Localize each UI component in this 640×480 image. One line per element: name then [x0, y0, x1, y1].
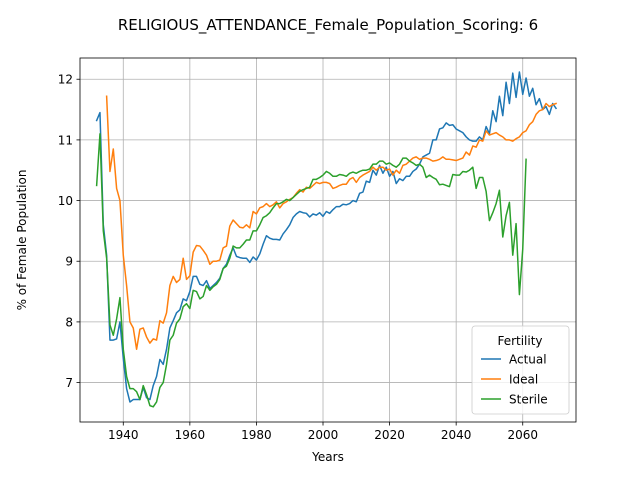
x-tick-label: 2040 — [441, 428, 472, 442]
x-tick-label: 1960 — [175, 428, 206, 442]
legend-label-actual: Actual — [509, 353, 547, 367]
series-line-actual — [95, 71, 558, 403]
y-tick-label: 9 — [65, 255, 73, 269]
y-tick-label: 8 — [65, 315, 73, 329]
x-tick-label: 1940 — [108, 428, 139, 442]
y-axis: 7 8 9 10 11 12 — [58, 73, 80, 390]
x-axis-label: Years — [311, 450, 344, 464]
y-tick-label: 11 — [58, 133, 73, 147]
x-tick-label: 2060 — [507, 428, 538, 442]
plot-frame — [79, 57, 577, 423]
y-tick-label: 10 — [58, 194, 73, 208]
legend-label-sterile: Sterile — [509, 393, 548, 407]
legend-title: Fertility — [497, 334, 542, 348]
y-axis-label: % of Female Population — [15, 170, 29, 311]
series-line-sterile — [95, 133, 527, 408]
legend: Fertility Actual Ideal Sterile — [471, 325, 570, 415]
y-tick-label: 12 — [58, 73, 73, 87]
y-tick-label: 7 — [65, 376, 73, 390]
series-layer — [95, 71, 558, 408]
x-tick-label: 1980 — [241, 428, 272, 442]
chart-title: RELIGIOUS_ATTENDANCE_Female_Population_S… — [118, 16, 538, 35]
x-axis: 1940 1960 1980 2000 2020 2040 2060 — [108, 422, 538, 442]
x-tick-label: 2000 — [308, 428, 339, 442]
x-tick-label: 2020 — [374, 428, 405, 442]
legend-box — [471, 325, 570, 415]
legend-label-ideal: Ideal — [509, 373, 538, 387]
series-line-ideal — [105, 95, 557, 350]
